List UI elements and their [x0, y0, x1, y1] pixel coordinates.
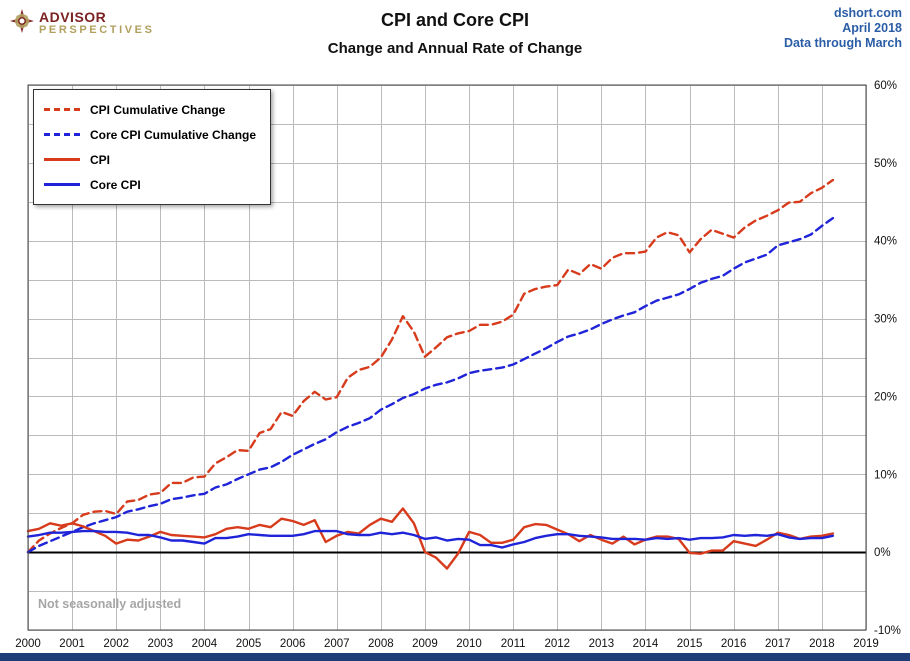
legend-item-core-cpi-cumulative: Core CPI Cumulative Change — [44, 122, 256, 147]
chart-legend: CPI Cumulative Change Core CPI Cumulativ… — [33, 89, 272, 205]
x-tick-label: 2014 — [633, 638, 659, 650]
source-note: Data through March — [783, 36, 902, 50]
x-tick-label: 2004 — [192, 638, 218, 650]
plot-border — [27, 84, 867, 631]
series-line-cpi-cumulative — [26, 178, 835, 554]
page-subtitle: Change and Annual Rate of Change — [327, 40, 583, 57]
core-cpi-line-sample — [44, 183, 80, 186]
x-tick-label: 2003 — [148, 638, 174, 650]
y-tick-label: 40% — [874, 236, 897, 248]
series-line-cpi — [26, 507, 835, 570]
legend-label: Core CPI Cumulative Change — [90, 127, 257, 142]
titles: CPI and Core CPI Change and Annual Rate … — [0, 10, 910, 57]
y-tick-label: 20% — [874, 391, 897, 403]
x-tick-label: 2012 — [544, 638, 570, 650]
x-tick-label: 2008 — [368, 638, 394, 650]
advisor-perspectives-logo: ADVISOR PERSPECTIVES — [10, 9, 155, 38]
logo-advisor: ADVISOR — [39, 9, 107, 25]
x-axis-labels: 2000 2001 2002 2003 2004 2005 2006 2007 2008 2009… — [15, 638, 879, 650]
x-tick-label: 2016 — [721, 638, 747, 650]
not-seasonally-adjusted-note: Not seasonally adjusted — [38, 597, 182, 611]
x-tick-label: 2007 — [324, 638, 350, 650]
x-tick-label: 2009 — [412, 638, 438, 650]
legend-item-cpi-cumulative: CPI Cumulative Change — [44, 97, 256, 122]
compass-icon — [10, 9, 34, 38]
y-tick-label: 60% — [874, 80, 897, 92]
x-tick-label: 2005 — [236, 638, 262, 650]
bottom-bar — [0, 653, 910, 661]
cpi-cumulative-line-sample — [44, 108, 80, 111]
x-tick-label: 2017 — [765, 638, 791, 650]
x-tick-label: 2006 — [280, 638, 306, 650]
series-line-core-cpi — [26, 529, 835, 549]
legend-item-core-cpi: Core CPI — [44, 172, 256, 197]
source-site[interactable]: dshort.com — [833, 6, 902, 20]
y-tick-label: 30% — [874, 314, 897, 326]
cpi-line-sample — [44, 158, 80, 161]
y-tick-label: 0% — [874, 547, 891, 559]
y-tick-label: 10% — [874, 469, 897, 481]
x-tick-label: 2001 — [59, 638, 85, 650]
chart-svg: 2000 2001 2002 2003 2004 2005 2006 2007 2008 2009… — [15, 80, 901, 650]
legend-label: CPI Cumulative Change — [90, 102, 226, 117]
series-lines — [26, 178, 835, 570]
core-cpi-cumulative-line-sample — [44, 133, 80, 136]
x-tick-label: 2018 — [809, 638, 835, 650]
x-tick-label: 2002 — [103, 638, 129, 650]
page-title: CPI and Core CPI — [380, 10, 530, 30]
y-tick-label: -10% — [874, 625, 901, 637]
x-tick-label: 2019 — [853, 638, 879, 650]
legend-label: CPI — [90, 152, 111, 167]
x-tick-label: 2013 — [589, 638, 615, 650]
y-tick-label: 50% — [874, 158, 897, 170]
gridlines — [28, 85, 867, 631]
y-axis-labels: 60% 50% 40% 30% 20% 10% 0% -10% — [874, 80, 901, 637]
x-tick-label: 2000 — [15, 638, 41, 650]
x-tick-label: 2015 — [677, 638, 703, 650]
x-tick-label: 2011 — [501, 638, 526, 650]
source-block: dshort.com April 2018 Data through March — [784, 6, 902, 51]
logo-perspectives: PERSPECTIVES — [39, 23, 155, 36]
source-date: April 2018 — [842, 21, 902, 35]
x-tick-label: 2010 — [456, 638, 482, 650]
series-line-core-cpi-cumulative — [26, 216, 835, 554]
legend-item-cpi: CPI — [44, 147, 256, 172]
legend-label: Core CPI — [90, 177, 141, 192]
